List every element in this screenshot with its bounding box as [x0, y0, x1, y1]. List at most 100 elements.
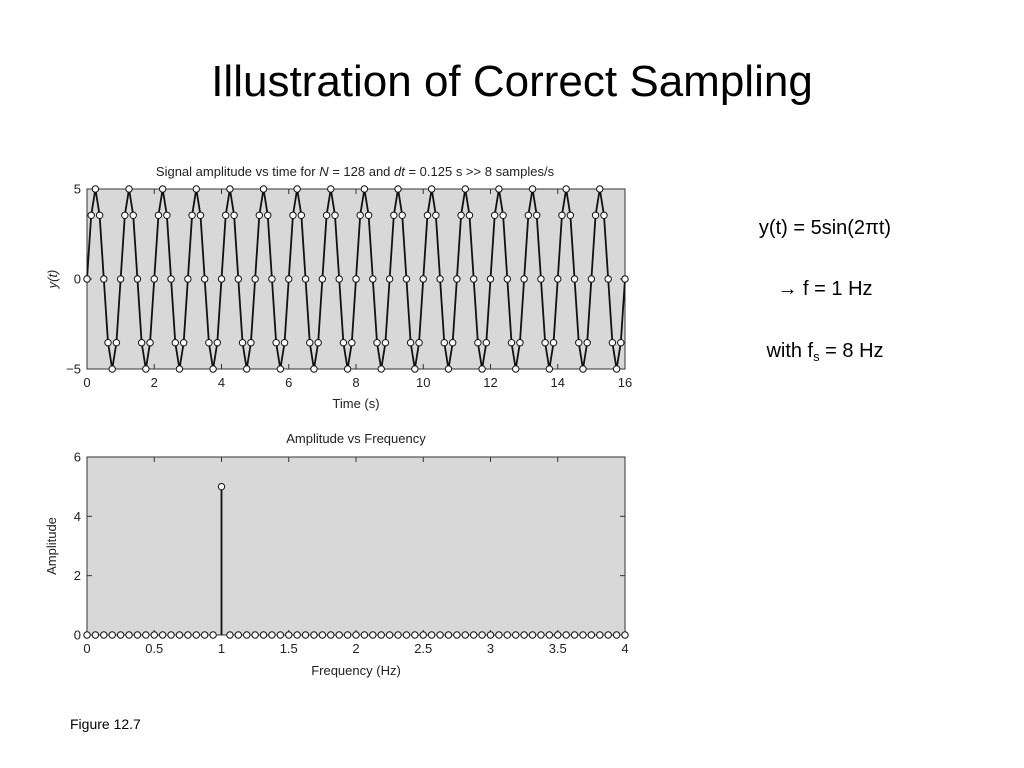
- stem-point: [327, 631, 335, 639]
- stem-point: [402, 631, 411, 639]
- y-tick-label: 0: [74, 272, 81, 287]
- sample-point: [238, 339, 247, 347]
- time-chart: Signal amplitude vs time for N = 128 and…: [45, 164, 632, 411]
- sample-point: [348, 339, 356, 347]
- sample-point: [121, 211, 129, 219]
- sampling-text: with fs = 8 Hz: [700, 338, 950, 364]
- stem-point: [427, 631, 436, 639]
- x-tick-label: 3: [487, 641, 494, 656]
- sample-point: [520, 275, 528, 283]
- stem-point: [251, 631, 259, 639]
- frequency-points: [83, 482, 629, 639]
- stem-point: [461, 631, 469, 639]
- sample-point: [137, 339, 146, 347]
- stem-point: [444, 631, 453, 639]
- sample-point: [524, 211, 533, 219]
- sample-point: [562, 185, 570, 193]
- sample-point: [310, 365, 318, 373]
- sample-point: [512, 365, 520, 373]
- sample-point: [179, 339, 188, 347]
- sample-point: [314, 339, 322, 347]
- sample-point: [83, 275, 91, 283]
- sample-point: [87, 211, 95, 219]
- x-tick-label: 6: [285, 375, 292, 390]
- sample-point: [343, 365, 352, 373]
- y-tick-label: −5: [66, 362, 81, 377]
- sample-point: [116, 275, 125, 283]
- stem-point: [167, 631, 175, 639]
- stem-point: [377, 631, 385, 639]
- stem-point: [293, 631, 301, 639]
- sample-point: [406, 339, 415, 347]
- sample-point: [541, 339, 549, 347]
- x-tick-label: 14: [551, 375, 565, 390]
- sample-point: [356, 211, 364, 219]
- sample-point: [554, 275, 562, 283]
- x-tick-label: 8: [352, 375, 359, 390]
- x-tick-label: 2: [151, 375, 158, 390]
- stem-point: [234, 631, 243, 639]
- stem-point: [579, 631, 587, 639]
- x-tick-label: 2.5: [414, 641, 432, 656]
- sample-point: [381, 339, 390, 347]
- frequency-y-axis-label: Amplitude: [44, 517, 59, 575]
- stem-point: [83, 631, 91, 639]
- stem-point: [612, 631, 621, 639]
- sample-point: [188, 211, 196, 219]
- time-y-axis-label: y(t): [45, 270, 60, 290]
- stem-point: [259, 631, 268, 639]
- sample-point: [394, 185, 402, 193]
- frequency-text: → f = 1 Hz: [777, 278, 873, 300]
- figure-caption: Figure 12.7: [70, 716, 141, 732]
- stem-point: [503, 631, 512, 639]
- sample-point: [318, 275, 327, 283]
- frequency-plot-area: [86, 456, 626, 636]
- sample-point: [184, 275, 192, 283]
- stem-point: [596, 631, 604, 639]
- sample-point: [587, 275, 596, 283]
- stem-point: [209, 631, 217, 639]
- stem-point: [226, 631, 234, 639]
- sample-point: [385, 275, 394, 283]
- sample-point: [280, 339, 289, 347]
- sample-point: [600, 211, 608, 219]
- sample-point: [436, 275, 444, 283]
- stem-point: [142, 631, 150, 639]
- stem-point: [100, 631, 108, 639]
- sample-point: [457, 211, 465, 219]
- sample-point: [621, 275, 629, 283]
- sample-point: [608, 339, 617, 347]
- sample-point: [167, 275, 175, 283]
- y-tick-label: 4: [74, 509, 81, 524]
- sample-point: [335, 275, 343, 283]
- y-tick-label: 0: [74, 628, 81, 643]
- sample-point: [507, 339, 516, 347]
- stem-point: [478, 631, 486, 639]
- time-sample-points: [83, 185, 629, 373]
- x-tick-label: 1.5: [280, 641, 298, 656]
- x-tick-label: 2: [352, 641, 359, 656]
- sample-point: [364, 211, 373, 219]
- stem-point: [554, 631, 562, 639]
- sample-point: [196, 211, 205, 219]
- time-chart-title: Signal amplitude vs time for N = 128 and…: [156, 164, 555, 179]
- sample-point: [322, 211, 331, 219]
- sample-point: [545, 365, 554, 373]
- sample-point: [486, 275, 495, 283]
- sample-point: [604, 275, 612, 283]
- x-tick-label: 1: [218, 641, 225, 656]
- sample-point: [465, 211, 474, 219]
- sample-point: [499, 211, 507, 219]
- sample-point: [331, 211, 339, 219]
- x-tick-label: 16: [618, 375, 632, 390]
- sample-point: [285, 275, 293, 283]
- sample-point: [491, 211, 499, 219]
- sample-point: [297, 211, 306, 219]
- stem-point: [469, 631, 478, 639]
- sample-point: [133, 275, 142, 283]
- sample-point: [398, 211, 406, 219]
- sample-point: [478, 365, 486, 373]
- sample-point: [533, 211, 541, 219]
- x-tick-label: 0: [83, 375, 90, 390]
